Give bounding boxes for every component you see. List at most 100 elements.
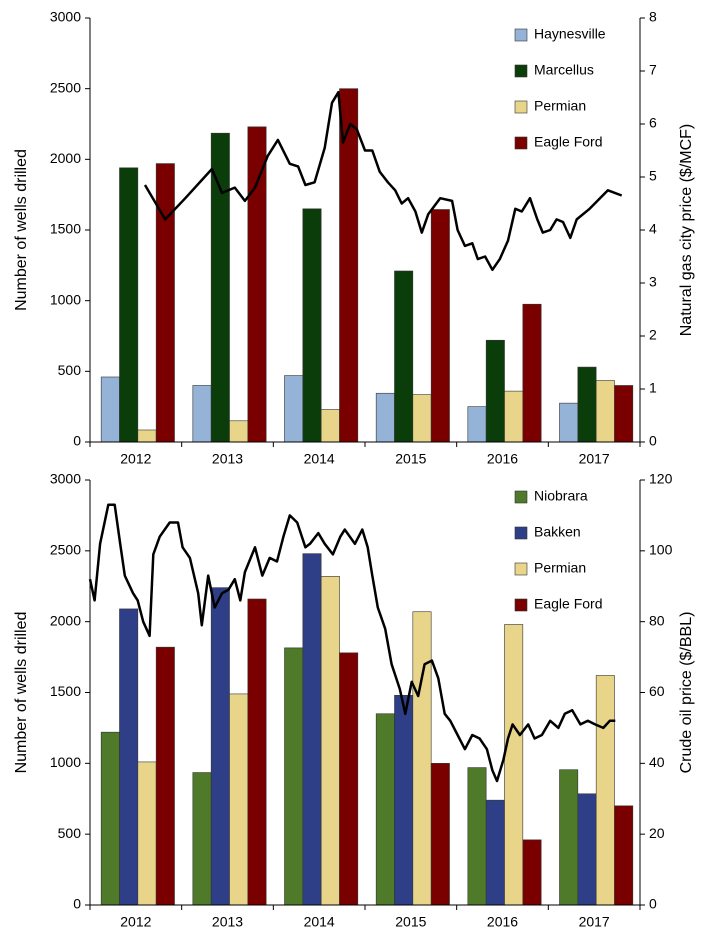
- bar: [559, 402, 579, 443]
- gas-chart: 0 500 1000 1500 2000 2500 3000 0 1 2 3 4 5 6 7 8 2012 201…: [13, 9, 695, 465]
- bar: [375, 392, 395, 443]
- legend-label: Bakken: [534, 524, 581, 540]
- bar: [595, 380, 615, 443]
- y2-tick-label: 1: [649, 380, 657, 396]
- bar: [155, 163, 175, 443]
- legend-label: Permian: [534, 98, 586, 114]
- x-tick-label: 2014: [304, 451, 335, 465]
- x-tick-label: 2016: [487, 914, 518, 930]
- bar: [339, 652, 359, 906]
- bar: [430, 763, 450, 906]
- bar: [320, 576, 340, 906]
- y2-tick-label: 20: [649, 825, 665, 841]
- legend-swatch: [514, 526, 528, 540]
- y-tick-label: 500: [58, 825, 82, 841]
- legend-swatch: [514, 598, 528, 612]
- bar: [247, 598, 267, 906]
- bar: [284, 375, 304, 443]
- bar: [485, 799, 505, 906]
- bar: [137, 429, 157, 443]
- y-axis-title: Number of wells drilled: [13, 612, 30, 774]
- legend-label: Marcellus: [534, 62, 594, 78]
- bar: [155, 646, 175, 906]
- legend-swatch: [514, 562, 528, 576]
- x-tick-label: 2013: [212, 914, 243, 930]
- oil-chart: 0 500 1000 1500 2000 2500 3000 0 20 40 60 80 100 120 2…: [13, 471, 695, 930]
- y-tick-label: 2000: [50, 150, 81, 166]
- y2-tick-label: 8: [649, 9, 657, 25]
- bar: [595, 675, 615, 906]
- y2-tick-label: 0: [649, 896, 657, 912]
- bar: [192, 772, 212, 906]
- bar: [192, 385, 212, 443]
- bar: [119, 608, 139, 906]
- y-tick-label: 3000: [50, 471, 81, 487]
- x-tick-label: 2015: [395, 914, 426, 930]
- y2-tick-label: 40: [649, 754, 665, 770]
- y2-axis-title: Crude oil price ($/BBL): [678, 612, 695, 774]
- x-tick-label: 2014: [304, 914, 335, 930]
- legend-label: Niobrara: [534, 488, 588, 504]
- price-line: [88, 503, 616, 783]
- bar: [100, 376, 120, 443]
- bar: [210, 587, 230, 906]
- y-tick-label: 2000: [50, 612, 81, 628]
- y2-tick-label: 0: [649, 433, 657, 449]
- legend-swatch: [514, 100, 528, 114]
- y-tick-label: 2500: [50, 542, 81, 558]
- bar: [522, 303, 542, 443]
- bar: [614, 805, 634, 906]
- y-tick-label: 0: [73, 433, 81, 449]
- y2-tick-label: 120: [649, 471, 673, 487]
- y-tick-label: 1500: [50, 683, 81, 699]
- bar: [284, 647, 304, 906]
- y-tick-label: 1000: [50, 291, 81, 307]
- legend-label: Haynesville: [534, 26, 606, 42]
- x-tick-label: 2012: [120, 451, 151, 465]
- x-tick-label: 2017: [579, 914, 610, 930]
- x-tick-label: 2015: [395, 451, 426, 465]
- bar: [302, 553, 322, 906]
- y2-tick-label: 7: [649, 62, 657, 78]
- legend-label: Eagle Ford: [534, 134, 602, 150]
- bar: [485, 339, 505, 443]
- legend-swatch: [514, 490, 528, 504]
- x-tick-label: 2016: [487, 451, 518, 465]
- bar: [412, 611, 432, 906]
- bar: [119, 167, 139, 443]
- y-tick-label: 0: [73, 896, 81, 912]
- bar: [430, 209, 450, 443]
- x-tick-label: 2012: [120, 914, 151, 930]
- legend-label: Permian: [534, 560, 586, 576]
- y2-tick-label: 80: [649, 612, 665, 628]
- bar: [394, 270, 414, 443]
- legend-swatch: [514, 136, 528, 150]
- bar: [375, 713, 395, 906]
- y2-tick-label: 2: [649, 327, 657, 343]
- y2-tick-label: 5: [649, 168, 657, 184]
- x-tick-label: 2017: [579, 451, 610, 465]
- bar: [394, 695, 414, 906]
- bar: [614, 385, 634, 443]
- legend-swatch: [514, 64, 528, 78]
- bar: [229, 420, 249, 443]
- y-tick-label: 2500: [50, 79, 81, 95]
- bar: [559, 769, 579, 906]
- y2-tick-label: 60: [649, 683, 665, 699]
- bar: [522, 839, 542, 906]
- legend-swatch: [514, 28, 528, 42]
- bar: [467, 767, 487, 906]
- y-tick-label: 500: [58, 362, 82, 378]
- bar: [100, 731, 120, 906]
- y2-tick-label: 6: [649, 115, 657, 131]
- legend-label: Eagle Ford: [534, 596, 602, 612]
- bar: [504, 624, 524, 906]
- bar: [504, 390, 524, 443]
- bar: [302, 208, 322, 443]
- bar: [229, 693, 249, 906]
- bar: [320, 409, 340, 443]
- y-tick-label: 3000: [50, 9, 81, 25]
- bar: [412, 394, 432, 443]
- price-line: [143, 90, 623, 272]
